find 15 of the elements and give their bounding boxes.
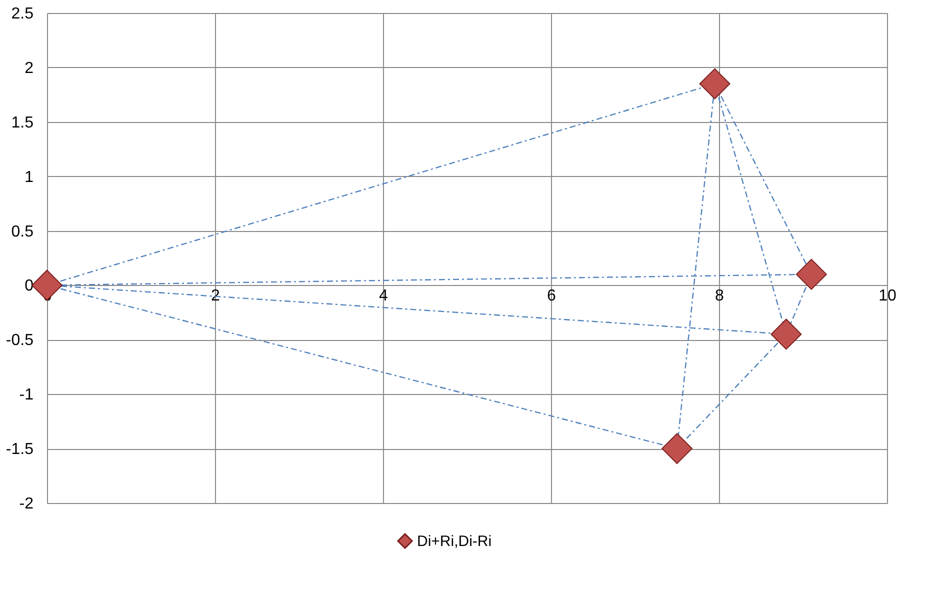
x-tick-label: 4 — [379, 288, 388, 305]
y-tick-label: 1 — [24, 168, 34, 186]
x-tick-label: 8 — [715, 288, 724, 305]
x-tick-label: 10 — [878, 288, 896, 305]
y-tick-label: -1 — [19, 386, 34, 404]
x-tick-label: 6 — [547, 288, 556, 305]
x-tick-label: 2 — [211, 288, 220, 305]
y-tick-label: 0.5 — [11, 223, 34, 240]
y-tick-label: -0.5 — [6, 332, 34, 350]
legend-label: Di+Ri,Di-Ri — [417, 533, 492, 550]
y-tick-label: -2 — [19, 496, 34, 512]
y-tick-label: 1.5 — [11, 114, 34, 132]
y-tick-label: -1.5 — [6, 441, 34, 458]
y-tick-label: 2.5 — [11, 6, 34, 22]
y-tick-label: 2 — [24, 60, 34, 77]
